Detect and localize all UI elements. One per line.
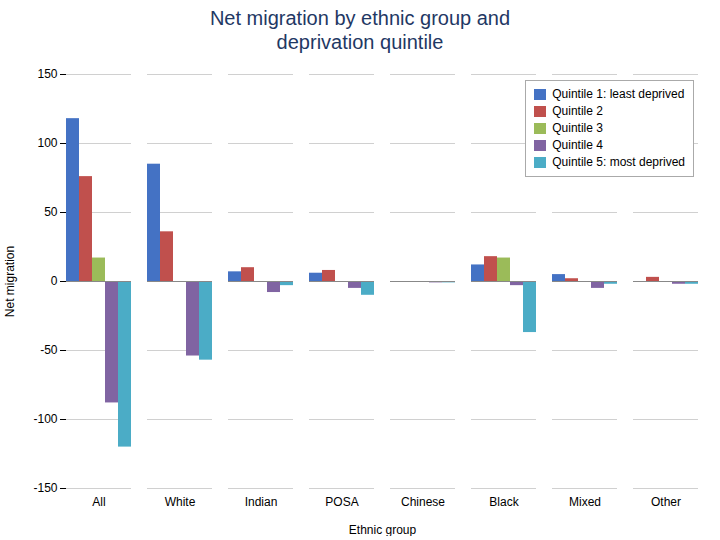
html-text:Quintile 1: least deprived: Quintile 1: least deprived xyxy=(552,87,685,101)
svg-text:100: 100 xyxy=(37,136,57,150)
svg-text:White: White xyxy=(165,495,196,509)
svg-text:0: 0 xyxy=(51,274,58,288)
svg-text:Mixed: Mixed xyxy=(569,495,601,509)
svg-text:-100: -100 xyxy=(33,412,57,426)
svg-text:Other: Other xyxy=(651,495,681,509)
html-text:Quintile 4: Quintile 4 xyxy=(552,138,603,152)
svg-text:Chinese: Chinese xyxy=(401,495,445,509)
svg-text:150: 150 xyxy=(37,67,57,81)
svg-text:All: All xyxy=(92,495,105,509)
html-text:Quintile 5: most deprived: Quintile 5: most deprived xyxy=(552,155,685,169)
html-text:deprivation quintile: deprivation quintile xyxy=(276,31,444,53)
svg-text:Indian: Indian xyxy=(245,495,278,509)
svg-text:50: 50 xyxy=(44,205,58,219)
svg-text:POSA: POSA xyxy=(325,495,358,509)
html-text:Net migration by ethnic group: Net migration by ethnic group and xyxy=(209,7,511,29)
svg-text:-50: -50 xyxy=(40,343,58,357)
svg-text:Net migration: Net migration xyxy=(3,246,17,317)
svg-text:Black: Black xyxy=(489,495,519,509)
html-text:Quintile 2: Quintile 2 xyxy=(552,104,603,118)
svg-text:-150: -150 xyxy=(33,481,57,495)
html-text:Quintile 3: Quintile 3 xyxy=(552,121,603,135)
svg-text:Ethnic group: Ethnic group xyxy=(349,523,417,537)
